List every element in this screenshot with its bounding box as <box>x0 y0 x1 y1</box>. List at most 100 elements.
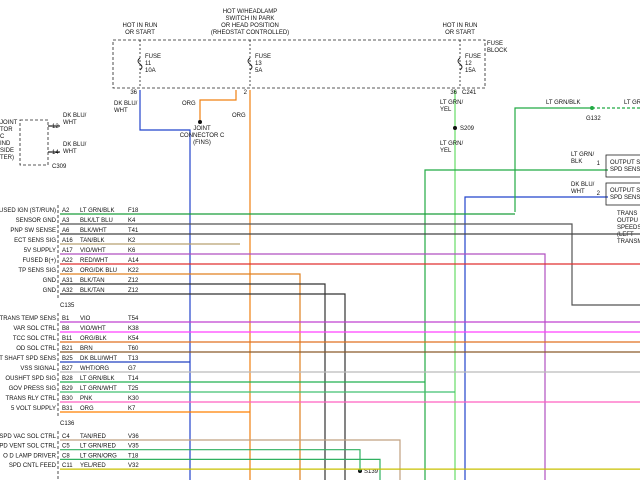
wire-color: WHT/ORG <box>80 366 109 372</box>
pin-id: B1 <box>62 316 70 322</box>
fuse-symbol <box>457 57 463 71</box>
splice-dot <box>590 106 594 110</box>
wire-callout: WHT <box>63 149 77 155</box>
splice-id: S209 <box>460 126 475 132</box>
fuse-caption: (RHEOSTAT CONTROLLED) <box>211 30 289 36</box>
wire-color: TAN/BLK <box>80 238 105 244</box>
wire-callout: DK BLU/ <box>63 142 87 148</box>
pin-function: 5V SUPPLY <box>24 248 56 254</box>
pin-function: TCC SOL CTRL <box>13 336 57 342</box>
wire-color: VIO/WHT <box>80 248 106 254</box>
wire-color: RED/WHT <box>80 258 108 264</box>
wire-callout: JOINT <box>0 120 18 126</box>
pin-id: B8 <box>62 326 70 332</box>
pin-function: ECT SENS SIG <box>14 238 56 244</box>
sensor-box <box>605 182 640 206</box>
circuit-code: T41 <box>128 228 139 234</box>
fuse-caption: OR START <box>445 30 475 36</box>
pin-number: 2 <box>597 191 601 197</box>
wire-color: LT GRN/WHT <box>80 386 117 392</box>
pin-id: A23 <box>62 268 73 274</box>
wire-callout: TER) <box>0 155 14 161</box>
wire <box>464 196 608 480</box>
wire <box>139 90 191 480</box>
pin-function: TP SENS SIG <box>18 268 56 274</box>
fuse-number: 11 <box>145 61 152 67</box>
pin-function: T SHAFT SPD SENS <box>0 356 56 362</box>
wire-callout: DK BLU/ <box>571 182 595 188</box>
pin-id: B31 <box>62 406 73 412</box>
circuit-code: Z12 <box>128 278 139 284</box>
wire <box>60 273 301 480</box>
wire-color: ORG/BLK <box>80 336 107 342</box>
wire-color: BLK/WHT <box>80 228 107 234</box>
pin-id: A31 <box>62 278 73 284</box>
circuit-code: F18 <box>128 208 139 214</box>
pin-function: O D LAMP DRIVER <box>3 453 57 459</box>
fuse-caption: SWITCH IN PARK <box>226 16 275 22</box>
wire-callout: DK BLU/ <box>114 101 138 107</box>
wire-callout: LT GRN/ <box>571 152 594 158</box>
pin-function: GOV PRESS SIG <box>9 386 57 392</box>
wire-color: LT GRN/BLK <box>80 376 114 382</box>
pin-id: B28 <box>62 376 73 382</box>
wire-callout: JOINT <box>193 126 211 132</box>
pin-function: OD SOL CTRL <box>16 346 56 352</box>
fuse-rating: 15A <box>465 68 476 74</box>
pin-function: VSS SIGNAL <box>20 366 56 372</box>
sensor-box <box>605 154 640 178</box>
wire-color: BLK/TAN <box>80 288 105 294</box>
pin-id: A2 <box>62 208 70 214</box>
wire-callout: DK BLU/ <box>63 113 87 119</box>
wire-callout: TRANS <box>617 211 637 217</box>
pin-id: C5 <box>62 444 70 450</box>
pin-number: 14 <box>52 150 59 156</box>
fuse-block <box>112 39 486 89</box>
wire <box>60 283 326 480</box>
fuse-rating: 10A <box>145 68 156 74</box>
wire-callout: OUTPUT S <box>610 188 640 194</box>
connector-id: C309 <box>52 164 67 170</box>
pin-id: C8 <box>62 453 70 459</box>
circuit-code: T18 <box>128 453 139 459</box>
wire-color: LT GRN/BLK <box>80 208 114 214</box>
connector-id: C136 <box>60 421 75 427</box>
circuit-code: K7 <box>128 406 136 412</box>
pin-id: B27 <box>62 366 73 372</box>
splice-dot <box>453 126 457 130</box>
pin-function: GND <box>43 288 57 294</box>
pin-id: A16 <box>62 238 73 244</box>
wire-callout: WHT <box>63 120 77 126</box>
wires <box>48 90 640 480</box>
splice-id: S139 <box>364 469 379 475</box>
wire-callout: ORG <box>182 101 196 107</box>
circuit-code: V36 <box>128 434 139 440</box>
wire-color: YEL/RED <box>80 463 106 469</box>
wire-color: BLK/TAN <box>80 278 105 284</box>
circuit-code: G7 <box>128 366 137 372</box>
pin-function: SENSOR GND <box>16 218 57 224</box>
wire <box>60 253 546 480</box>
wire-callout: C <box>0 134 5 140</box>
wire <box>514 107 592 212</box>
wire-callout: SPD SENSE <box>610 195 640 201</box>
pin-id: A3 <box>62 218 70 224</box>
circuit-code: K22 <box>128 268 139 274</box>
splice-dot <box>198 120 202 124</box>
wire-callout: ORG <box>232 113 246 119</box>
wire-callout: YEL <box>440 148 452 154</box>
wire-callout: SPD SENS <box>610 167 640 173</box>
fuse-pin: 36 <box>130 90 137 96</box>
pin-function: SPD VENT SOL CTRL <box>0 444 57 450</box>
wire-callout: (LEFT <box>617 232 634 238</box>
wire-color: ORG/DK BLU <box>80 268 117 274</box>
circuit-code: K38 <box>128 326 139 332</box>
fuse-rating: 5A <box>255 68 262 74</box>
wire-callout: BLK <box>571 159 582 165</box>
circuit-code: Z12 <box>128 288 139 294</box>
wire-callout: YEL <box>440 107 452 113</box>
wire-callout: LT GRN/ <box>624 100 640 106</box>
pin-number: 12 <box>52 124 59 130</box>
fuse-caption: HOT IN RUN <box>123 23 158 29</box>
